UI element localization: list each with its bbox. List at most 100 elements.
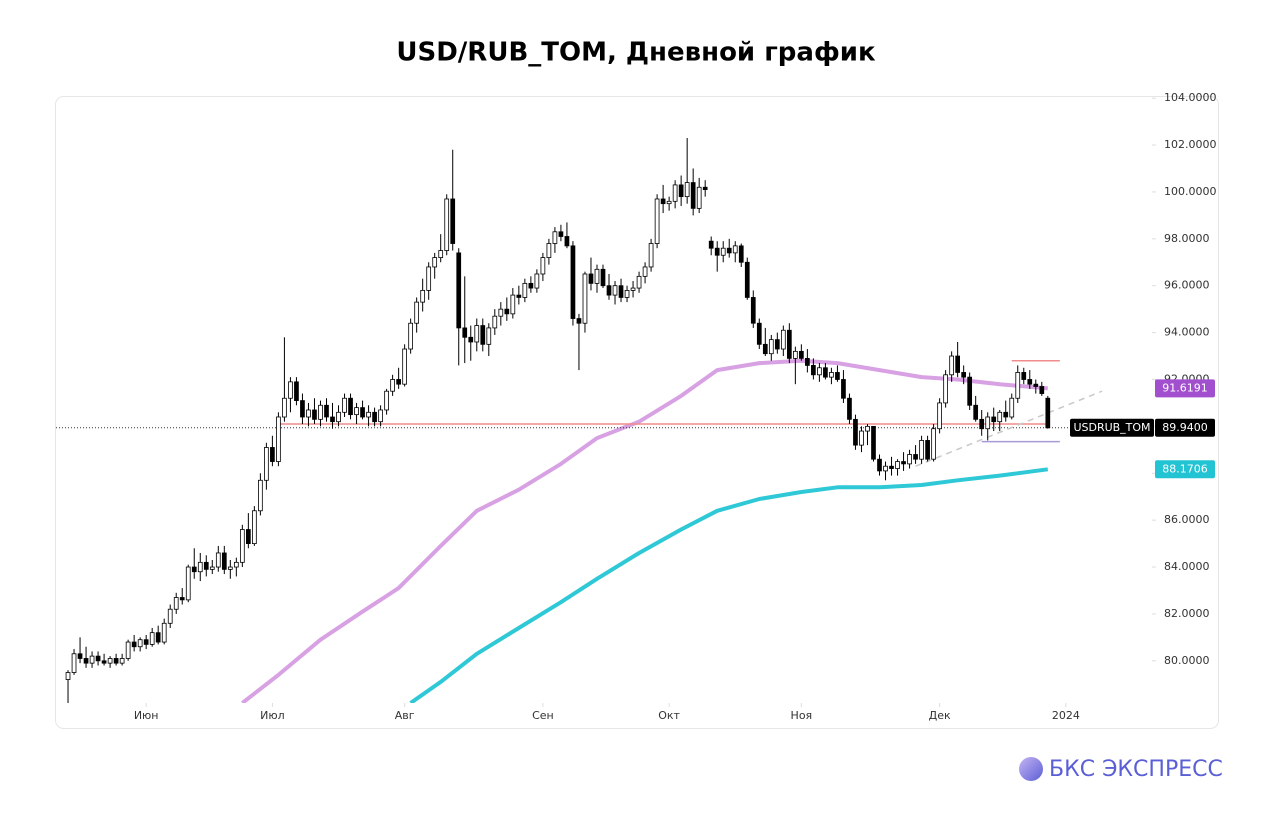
candle-body <box>378 409 383 423</box>
y-tick-label: 82.0000 <box>1164 607 1210 620</box>
candle-body <box>209 566 215 570</box>
candle-body <box>642 266 648 277</box>
candle-body <box>294 381 299 401</box>
candle-body <box>618 285 624 298</box>
candle-body <box>516 294 522 298</box>
candle-body <box>276 416 281 462</box>
candle-body <box>258 479 263 512</box>
candle-body <box>486 327 492 345</box>
candle-body <box>191 566 197 573</box>
candle-body <box>666 200 672 205</box>
x-tick-label: Июн <box>134 709 159 722</box>
candle-body <box>252 510 257 544</box>
candle-body <box>1009 397 1015 418</box>
candle-body <box>726 247 732 254</box>
plot-area <box>56 138 1150 703</box>
candle-body <box>131 641 137 648</box>
y-tick-label: 84.0000 <box>1164 560 1210 573</box>
y-tick-label: 100.0000 <box>1164 185 1217 198</box>
candle-body <box>101 660 107 664</box>
trendline <box>915 390 1103 467</box>
candle-body <box>564 236 570 247</box>
candle-body <box>534 273 540 289</box>
candle-body <box>955 355 961 373</box>
candle-body <box>342 397 347 413</box>
candle-body <box>89 655 95 664</box>
candle-body <box>732 245 738 254</box>
candle-body <box>901 461 906 465</box>
candle-body <box>973 404 979 420</box>
candle-body <box>720 247 726 256</box>
price-label-box <box>1155 418 1215 437</box>
candle-body <box>336 411 341 423</box>
candle-body <box>504 308 510 315</box>
candle-body <box>167 608 173 624</box>
candle-body <box>702 186 708 190</box>
candle-body <box>264 447 269 481</box>
candle-body <box>348 397 353 416</box>
candle-body <box>71 653 77 673</box>
candle-body <box>582 273 588 324</box>
candle-body <box>943 374 948 404</box>
price-label-box <box>1155 379 1215 398</box>
candle-body <box>708 240 714 249</box>
candle-body <box>528 282 534 289</box>
x-tick-label: Окт <box>658 709 680 722</box>
candle-body <box>811 365 816 376</box>
x-tick-label: Дек <box>929 709 951 722</box>
x-tick-label: 2024 <box>1052 709 1080 722</box>
candle-body <box>799 350 804 359</box>
x-tick-label: Сен <box>532 709 554 722</box>
candle-body <box>396 379 401 385</box>
candle-body <box>786 329 792 359</box>
candle-body <box>1045 397 1051 429</box>
candle-body <box>750 297 756 324</box>
candle-body <box>203 561 209 570</box>
chart-card <box>55 96 1219 729</box>
candle-body <box>161 622 167 643</box>
axes: 80.000082.000084.000086.000088.000090.00… <box>134 91 1217 722</box>
series-name: USDRUB_TOM <box>1073 421 1150 434</box>
candle-body <box>155 632 161 643</box>
y-tick-label: 104.0000 <box>1164 91 1217 104</box>
candle-body <box>197 561 203 573</box>
y-tick-label: 80.0000 <box>1164 654 1210 667</box>
x-tick-label: Ноя <box>791 709 813 722</box>
candle-body <box>979 418 985 430</box>
candle-body <box>1039 386 1045 394</box>
moving-average <box>241 358 1048 703</box>
candle-body <box>570 245 576 319</box>
candle-body <box>660 198 666 205</box>
candle-body <box>77 653 83 659</box>
candle-body <box>931 428 936 460</box>
candle-body <box>306 409 311 418</box>
candle-body <box>889 465 894 469</box>
candle-body <box>498 308 504 317</box>
candle-body <box>221 552 227 570</box>
candle-body <box>1021 372 1027 380</box>
candle-body <box>744 261 750 298</box>
candle-body <box>227 566 233 570</box>
candle-body <box>925 440 930 460</box>
candle-body <box>107 658 113 664</box>
candle-body <box>414 301 420 324</box>
x-tick-label: Июл <box>260 709 285 722</box>
candle-body <box>558 231 564 237</box>
candle-body <box>847 397 852 420</box>
candle-body <box>522 282 528 298</box>
candle-body <box>330 416 335 423</box>
candle-body <box>907 454 912 465</box>
candle-body <box>780 329 786 350</box>
candle-body <box>606 285 612 296</box>
candle-body <box>997 411 1003 423</box>
candle-body <box>817 367 822 376</box>
candle-body <box>678 184 684 198</box>
candle-body <box>312 409 317 420</box>
candle-body <box>714 247 720 256</box>
price-label: 91.6191 <box>1162 381 1208 394</box>
candle-body <box>402 348 407 385</box>
candle-body <box>318 404 323 420</box>
candle-body <box>288 381 293 399</box>
candle-body <box>841 379 846 399</box>
